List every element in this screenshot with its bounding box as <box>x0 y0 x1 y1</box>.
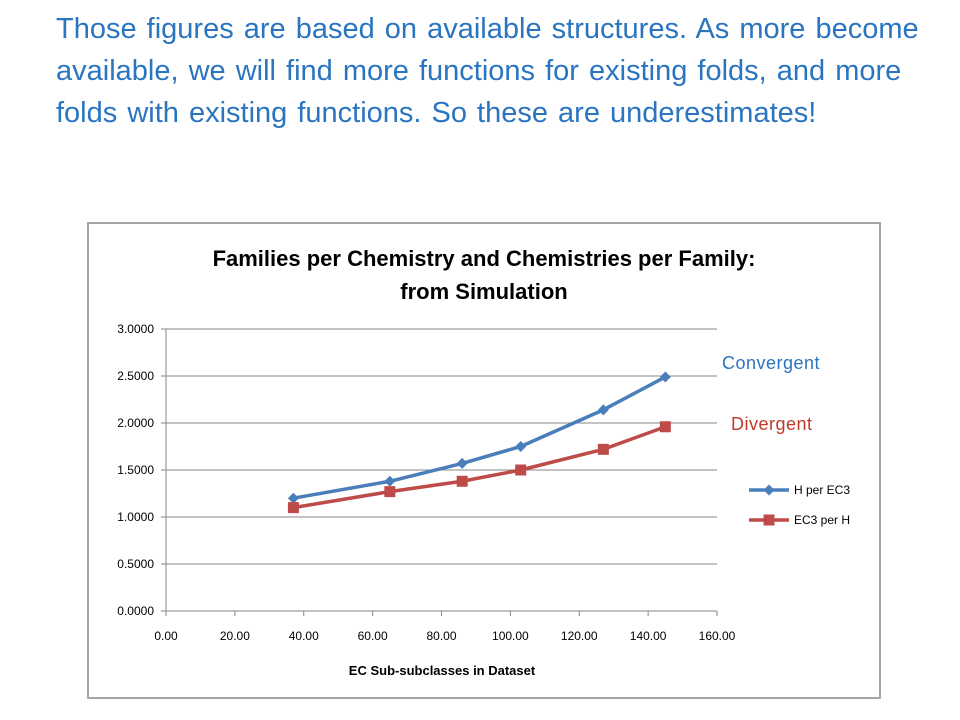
y-tick-label: 3.0000 <box>117 322 154 336</box>
series-0-point <box>659 371 671 383</box>
legend-label-0: H per EC3 <box>794 483 850 497</box>
series-1-point <box>659 421 671 433</box>
x-tick-label: 40.00 <box>289 629 319 643</box>
x-tick-label: 20.00 <box>220 629 250 643</box>
legend-marker-0 <box>763 484 775 496</box>
series-1-point <box>384 486 396 498</box>
divergent-label: Divergent <box>731 414 813 434</box>
slide-heading: Those figures are based on available str… <box>56 13 919 129</box>
chart-title-line-1: Families per Chemistry and Chemistries p… <box>213 246 756 271</box>
series-0-point <box>384 475 396 487</box>
series-1-point <box>456 475 468 487</box>
y-tick-label: 1.5000 <box>117 463 154 477</box>
y-tick-label: 2.0000 <box>117 416 154 430</box>
x-axis-label: EC Sub-subclasses in Dataset <box>349 663 536 678</box>
line-chart: Families per Chemistry and Chemistries p… <box>117 246 850 678</box>
x-tick-label: 160.00 <box>699 629 736 643</box>
x-tick-label: 60.00 <box>358 629 388 643</box>
legend-marker-1 <box>763 514 775 526</box>
series-1-point <box>515 464 527 476</box>
series-0-point <box>597 404 609 416</box>
y-tick-label: 1.0000 <box>117 510 154 524</box>
y-tick-label: 2.5000 <box>117 369 154 383</box>
chart-title-line-2: from Simulation <box>400 279 567 304</box>
y-tick-label: 0.5000 <box>117 557 154 571</box>
series-1-point <box>597 443 609 455</box>
series-0-point <box>456 457 468 469</box>
series-1-point <box>287 502 299 514</box>
x-tick-label: 140.00 <box>630 629 667 643</box>
series-line-1 <box>293 425 666 510</box>
series-line-0 <box>293 375 667 500</box>
x-tick-label: 0.00 <box>154 629 178 643</box>
series-0-point <box>515 441 527 452</box>
y-tick-label: 0.0000 <box>117 604 154 618</box>
chart-frame: Families per Chemistry and Chemistries p… <box>87 222 881 699</box>
x-tick-label: 120.00 <box>561 629 598 643</box>
x-tick-label: 80.00 <box>426 629 456 643</box>
legend-label-1: EC3 per H <box>794 513 850 527</box>
x-tick-label: 100.00 <box>492 629 529 643</box>
series-0-point <box>287 492 299 504</box>
convergent-label: Convergent <box>722 353 821 373</box>
